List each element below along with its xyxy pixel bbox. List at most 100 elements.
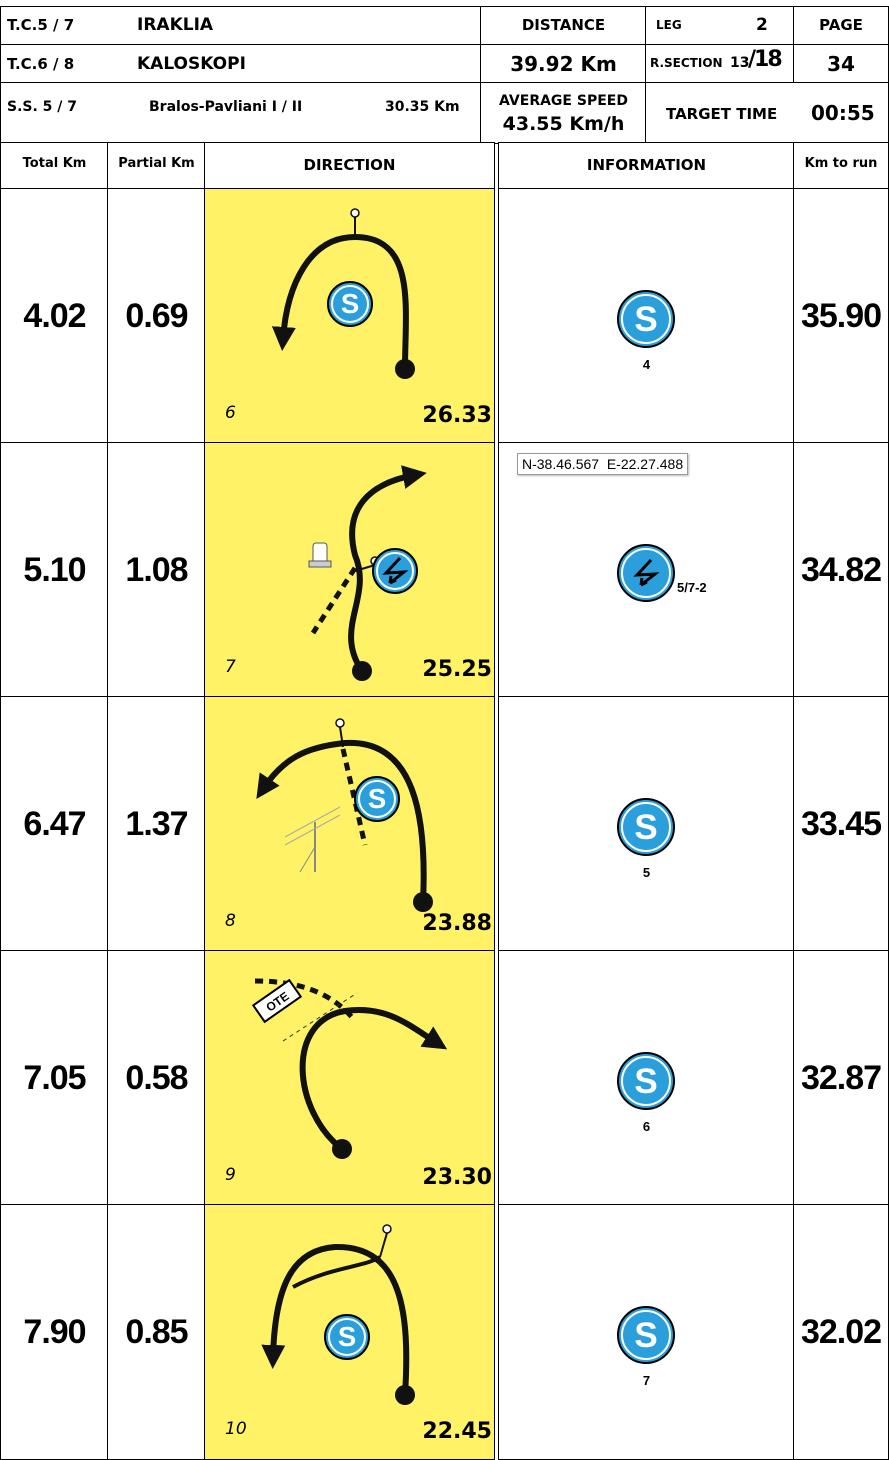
partial-km: 1.08 — [125, 551, 188, 589]
target-time-cell: TARGET TIME 00:55 — [645, 82, 889, 144]
column-label: DIRECTION — [303, 156, 396, 174]
remaining-km: 23.88 — [422, 911, 492, 936]
column-header: INFORMATION — [498, 142, 795, 190]
value: 43.55 Km/h — [502, 113, 625, 135]
column-header: Km to run — [793, 142, 889, 190]
direction-diagram: OTE — [251, 978, 448, 1159]
direction-cell: 7 25.25 — [204, 442, 495, 698]
km-to-run-cell: 34.82 — [793, 442, 889, 698]
tc-code: T.C.5 / 7 — [7, 16, 75, 34]
info-icon: S — [617, 798, 675, 856]
label: DISTANCE — [521, 16, 606, 34]
total-km: 6.47 — [23, 805, 86, 843]
ss-distance: 30.35 Km — [385, 99, 460, 115]
label: AVERAGE SPEED — [499, 93, 628, 109]
partial-km: 0.69 — [125, 297, 188, 335]
leg-cell: LEG 2 — [645, 6, 795, 46]
column-label: Km to run — [804, 156, 878, 171]
info-icon: S — [617, 1052, 675, 1110]
km-to-run: 32.02 — [800, 1313, 882, 1351]
km-to-run-cell: 33.45 — [793, 696, 889, 952]
column-label: Partial Km — [118, 156, 195, 171]
km-to-run-cell: 32.87 — [793, 950, 889, 1206]
svg-text:S: S — [341, 288, 359, 319]
direction-cell: OTE 9 23.30 — [204, 950, 495, 1206]
svg-text:S: S — [338, 1321, 356, 1352]
info-label: 6 — [642, 1119, 651, 1134]
partial-km-cell: 0.58 — [107, 950, 206, 1206]
tc-code: T.C.6 / 8 — [7, 55, 75, 73]
coordinates: N-38.46.567 E-22.27.488 — [517, 453, 689, 475]
info-icon: S — [617, 1306, 675, 1364]
column-label: INFORMATION — [586, 156, 707, 174]
partial-km-cell: 0.69 — [107, 188, 206, 444]
average-speed-cell: AVERAGE SPEED 43.55 Km/h — [480, 82, 647, 144]
road-section-cell: R.SECTION 13 /18 — [645, 44, 795, 84]
info-icon: S — [617, 290, 675, 348]
ss-name: Bralos-Pavliani I / II — [149, 99, 303, 115]
step-number: 7 — [225, 657, 236, 677]
total: /18 — [748, 47, 783, 72]
km-to-run: 34.82 — [800, 551, 882, 589]
partial-km: 0.58 — [125, 1059, 188, 1097]
direction-cell: S 6 26.33 — [204, 188, 495, 444]
label: TARGET TIME — [666, 105, 778, 123]
direction-cell: S 10 22.45 — [204, 1204, 495, 1460]
partial-km: 1.37 — [125, 805, 188, 843]
km-to-run-cell: 32.02 — [793, 1204, 889, 1460]
info-icon — [617, 544, 675, 602]
total-km-cell: 7.90 — [0, 1204, 109, 1460]
info-label: 4 — [642, 357, 651, 372]
km-to-run-cell: 35.90 — [793, 188, 889, 444]
step-number: 6 — [225, 403, 236, 423]
step-number: 8 — [225, 911, 236, 931]
value: 39.92 Km — [510, 52, 617, 76]
column-header: Total Km — [0, 142, 109, 190]
value: 34 — [827, 52, 855, 76]
total-km-cell: 5.10 — [0, 442, 109, 698]
page-value-cell: 34 — [793, 44, 889, 84]
column-header: DIRECTION — [204, 142, 495, 190]
label: R.SECTION — [650, 56, 723, 70]
step-number: 10 — [225, 1419, 247, 1439]
tc-to: T.C.6 / 8 KALOSKOPI — [0, 44, 482, 84]
total-km: 5.10 — [23, 551, 86, 589]
step-number: 9 — [225, 1165, 236, 1185]
remaining-km: 26.33 — [422, 403, 492, 428]
svg-text:S: S — [634, 808, 657, 847]
column-label: Total Km — [22, 156, 87, 171]
information-cell: 5/7-2 N-38.46.567 E-22.27.488 — [498, 442, 795, 698]
total-km: 4.02 — [23, 297, 86, 335]
partial-km-cell: 1.37 — [107, 696, 206, 952]
direction-diagram: S — [261, 1224, 415, 1405]
distance-label-cell: DISTANCE — [480, 6, 647, 46]
direction-cell: S 8 23.88 — [204, 696, 495, 952]
info-label: 5 — [642, 865, 651, 880]
distance-value-cell: 39.92 Km — [480, 44, 647, 84]
direction-diagram: S — [271, 208, 415, 379]
km-to-run: 32.87 — [800, 1059, 882, 1097]
partial-km-cell: 0.85 — [107, 1204, 206, 1460]
label: LEG — [656, 18, 682, 32]
partial-km: 0.85 — [125, 1313, 188, 1351]
remaining-km: 25.25 — [422, 657, 492, 682]
label: PAGE — [819, 16, 863, 34]
total-km-cell: 7.05 — [0, 950, 109, 1206]
ss-code: S.S. 5 / 7 — [7, 99, 78, 115]
tc-from: T.C.5 / 7 IRAKLIA — [0, 6, 482, 46]
column-header: Partial Km — [107, 142, 206, 190]
partial-km-cell: 1.08 — [107, 442, 206, 698]
remaining-km: 23.30 — [422, 1165, 492, 1190]
svg-text:S: S — [634, 1316, 657, 1355]
km-to-run: 33.45 — [800, 805, 882, 843]
total-km: 7.05 — [23, 1059, 86, 1097]
tc-name: KALOSKOPI — [137, 54, 246, 74]
direction-diagram: S — [256, 718, 433, 912]
info-label: 7 — [642, 1373, 651, 1388]
special-stage: S.S. 5 / 7 Bralos-Pavliani I / II 30.35 … — [0, 82, 482, 144]
